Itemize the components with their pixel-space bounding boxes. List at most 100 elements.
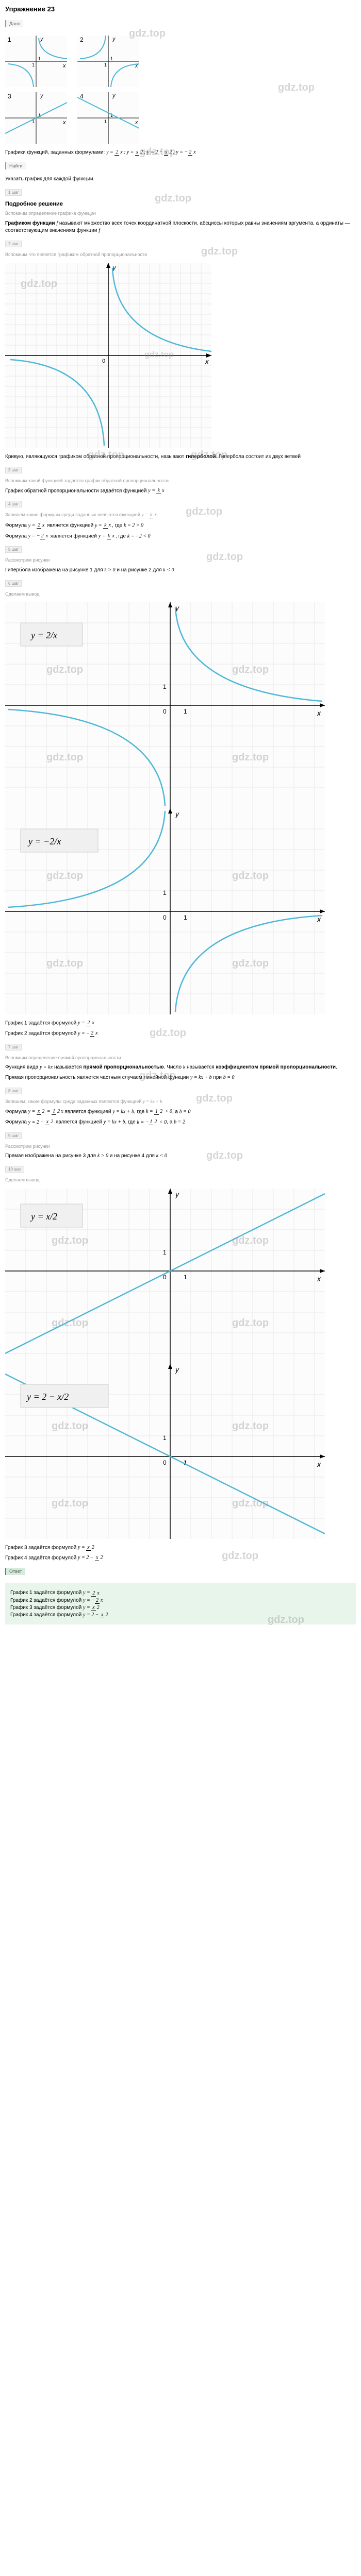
given-text: Графики функций, заданных формулами: y =… xyxy=(5,149,356,156)
svg-text:y = x/2: y = x/2 xyxy=(30,1211,57,1222)
watermark: gdz.top xyxy=(88,449,124,461)
answer-line: График 1 задаётся формулой y = 2x xyxy=(10,1590,351,1596)
watermark: gdz.top xyxy=(201,246,238,258)
given-label: Дано xyxy=(5,20,23,27)
svg-text:1: 1 xyxy=(104,62,107,67)
conclusion: График 4 задаётся формулой y = 2 − x2 xyxy=(5,1554,356,1562)
hyperbola-def: Кривую, являющуюся графиком обратной про… xyxy=(5,453,356,461)
watermark: gdz.top xyxy=(232,752,269,764)
conclusion: График 3 задаётся формулой y = x2 xyxy=(5,1544,356,1551)
svg-text:x: x xyxy=(205,358,209,365)
watermark: gdz.top xyxy=(46,752,83,764)
watermark: gdz.top xyxy=(206,1150,243,1162)
watermark: gdz.top xyxy=(46,664,83,676)
step-body: Прямая пропорциональность является частн… xyxy=(5,1074,356,1081)
watermark: gdz.top xyxy=(46,958,83,970)
step-hint: Вспомним что является графиком обратной … xyxy=(5,251,356,258)
watermark: gdz.top xyxy=(232,958,269,970)
find-label: Найти xyxy=(5,162,26,170)
watermark: gdz.top xyxy=(150,1027,186,1039)
watermark: gdz.top xyxy=(232,664,269,676)
line-graphs: y x 0 1 1 y = x/2 y x 0 1 1 y = 2 − x/2 … xyxy=(5,1189,356,1539)
step-badge: 7 шаг xyxy=(5,1044,22,1050)
svg-text:y: y xyxy=(175,1190,179,1198)
step-badge: 9 шаг xyxy=(5,1132,22,1139)
step-hint: Вспомним определение прямой пропорционал… xyxy=(5,1055,356,1061)
step-body: Прямая изображена на рисунке 3 для k > 0… xyxy=(5,1153,356,1160)
svg-text:y = −2/x: y = −2/x xyxy=(27,836,61,846)
watermark: gdz.top xyxy=(232,870,269,882)
step-body: Формула y = x2 = 12x является функцией y… xyxy=(5,1108,356,1115)
watermark: gdz.top xyxy=(52,1235,88,1247)
answer-line: График 2 задаётся формулой y = −2x xyxy=(10,1598,351,1603)
step-body: Функция вида y = kx называется прямой пр… xyxy=(5,1064,356,1071)
thumbnail-row: 1 y x 1 1 3 y x 1 1 xyxy=(5,36,356,144)
step-hint: Рассмотрим рисунки xyxy=(5,1143,356,1150)
step-hint: Вспомним какой функцией задаётся график … xyxy=(5,478,356,484)
thumb-3: 3 y x 1 1 xyxy=(5,92,67,144)
svg-text:3: 3 xyxy=(8,93,11,100)
step-body: Формула y = 2 − x2 является функцией y =… xyxy=(5,1118,356,1126)
svg-text:1: 1 xyxy=(163,889,167,896)
exercise-title: Упражнение 23 xyxy=(5,5,356,13)
step-badge: 8 шаг xyxy=(5,1088,22,1094)
watermark: gdz.top xyxy=(129,28,166,40)
step-badge: 5 шаг xyxy=(5,546,22,553)
watermark: gdz.top xyxy=(155,193,191,205)
step-body: График обратной пропорциональности задаё… xyxy=(5,487,356,495)
svg-text:1: 1 xyxy=(104,119,107,124)
watermark: gdz.top xyxy=(222,1550,258,1562)
step-badge: 3 шаг xyxy=(5,467,22,473)
watermark: gdz.top xyxy=(278,82,315,94)
watermark: gdz.top xyxy=(232,1498,269,1510)
step-body: Формула y = 2x является функцией y = kx,… xyxy=(5,522,356,529)
watermark: gdz.top xyxy=(46,870,83,882)
svg-text:1: 1 xyxy=(184,1274,187,1281)
svg-text:x: x xyxy=(317,709,321,717)
svg-text:y: y xyxy=(175,1365,179,1374)
thumb-4: 4 y x 1 1 xyxy=(77,92,139,144)
hyperbola-illustration: y x 0 gdz.top gdz.top xyxy=(5,263,356,448)
step-badge: 4 шаг xyxy=(5,501,22,507)
step-hint: Сделаем вывод xyxy=(5,1177,356,1183)
svg-text:0: 0 xyxy=(163,708,167,715)
watermark: gdz.top xyxy=(186,506,222,518)
thumb-number: 1 xyxy=(8,36,11,43)
svg-text:1: 1 xyxy=(32,62,35,67)
watermark: gdz.top xyxy=(191,449,227,461)
step-body: Гипербола изображена на рисунке 1 для k … xyxy=(5,567,356,574)
svg-text:1: 1 xyxy=(110,56,113,61)
watermark: gdz.top xyxy=(268,1614,304,1626)
watermark: gdz.top xyxy=(52,1498,88,1510)
step-badge: 10 шаг xyxy=(5,1166,24,1173)
svg-text:1: 1 xyxy=(184,914,187,921)
svg-text:1: 1 xyxy=(184,708,187,715)
svg-text:1: 1 xyxy=(163,1434,167,1442)
step-badge: 1 шаг xyxy=(5,189,22,196)
watermark: gdz.top xyxy=(144,350,174,360)
step-hint: Запишем какие формулы среди заданных явл… xyxy=(5,512,356,519)
svg-text:x: x xyxy=(317,1460,321,1468)
svg-text:1: 1 xyxy=(163,1249,167,1256)
svg-text:y = 2/x: y = 2/x xyxy=(30,630,57,640)
watermark: gdz.top xyxy=(139,1070,176,1082)
svg-text:0: 0 xyxy=(163,1459,167,1466)
step-body: Формула y = −2x является функцией y = kx… xyxy=(5,533,356,540)
svg-text:x: x xyxy=(135,120,138,126)
answer-line: График 3 задаётся формулой y = x2 xyxy=(10,1605,351,1611)
hyperbola-graphs: y x 0 1 1 y = 2/x y x 0 1 1 y = −2/x gdz… xyxy=(5,602,356,1014)
svg-text:1: 1 xyxy=(163,683,167,690)
answer-box: График 1 задаётся формулой y = 2x График… xyxy=(5,1583,356,1624)
conclusion: График 1 задаётся формулой y = 2x xyxy=(5,1020,356,1027)
find-text: Указать график для каждой функции. xyxy=(5,176,356,183)
watermark: gdz.top xyxy=(139,146,176,158)
watermark: gdz.top xyxy=(206,551,243,563)
step-badge: 2 шаг xyxy=(5,241,22,247)
svg-text:y: y xyxy=(175,810,179,818)
watermark: gdz.top xyxy=(232,1420,269,1432)
svg-text:2: 2 xyxy=(80,36,84,43)
thumb-2: 2 y x 1 1 xyxy=(77,36,139,87)
svg-text:x: x xyxy=(62,63,66,69)
step-badge: 6 шаг xyxy=(5,580,22,587)
svg-text:0: 0 xyxy=(163,914,167,921)
